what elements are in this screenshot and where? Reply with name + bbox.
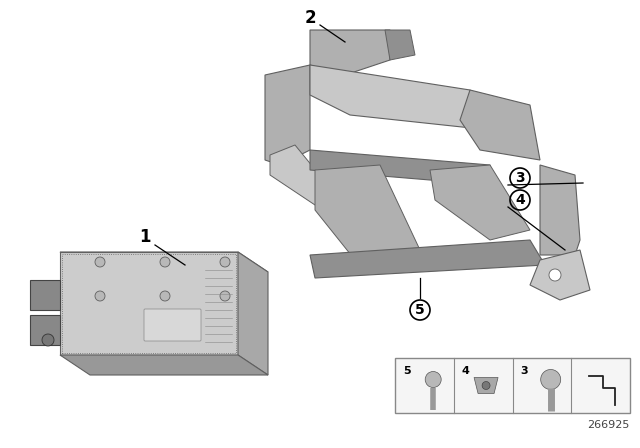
Circle shape <box>549 269 561 281</box>
Circle shape <box>95 257 105 267</box>
Polygon shape <box>430 165 530 240</box>
Polygon shape <box>30 280 60 310</box>
Polygon shape <box>460 90 540 160</box>
Text: 5: 5 <box>415 303 425 317</box>
Polygon shape <box>530 250 590 300</box>
Polygon shape <box>310 240 545 278</box>
Bar <box>395 358 630 413</box>
Circle shape <box>160 291 170 301</box>
Circle shape <box>220 257 230 267</box>
Text: 3: 3 <box>520 366 528 376</box>
Polygon shape <box>310 65 490 130</box>
Polygon shape <box>315 165 420 260</box>
Circle shape <box>541 370 561 389</box>
Circle shape <box>95 291 105 301</box>
Text: 1: 1 <box>140 228 151 246</box>
Circle shape <box>220 291 230 301</box>
Text: 266925: 266925 <box>588 420 630 430</box>
Polygon shape <box>474 378 498 393</box>
Circle shape <box>482 382 490 389</box>
Polygon shape <box>540 165 580 255</box>
FancyBboxPatch shape <box>144 309 201 341</box>
Polygon shape <box>238 252 268 375</box>
Text: 4: 4 <box>461 366 470 376</box>
Text: 4: 4 <box>515 193 525 207</box>
Polygon shape <box>310 30 390 75</box>
Bar <box>62 254 236 353</box>
Polygon shape <box>270 145 340 215</box>
Text: 5: 5 <box>403 366 411 376</box>
Polygon shape <box>60 252 238 355</box>
Text: 2: 2 <box>304 9 316 27</box>
Circle shape <box>160 257 170 267</box>
Circle shape <box>425 371 441 388</box>
Polygon shape <box>30 315 60 345</box>
Polygon shape <box>385 30 415 60</box>
Polygon shape <box>310 150 490 185</box>
Polygon shape <box>60 355 268 375</box>
Circle shape <box>42 334 54 346</box>
Text: 3: 3 <box>515 171 525 185</box>
Polygon shape <box>265 65 310 165</box>
Polygon shape <box>60 252 268 272</box>
